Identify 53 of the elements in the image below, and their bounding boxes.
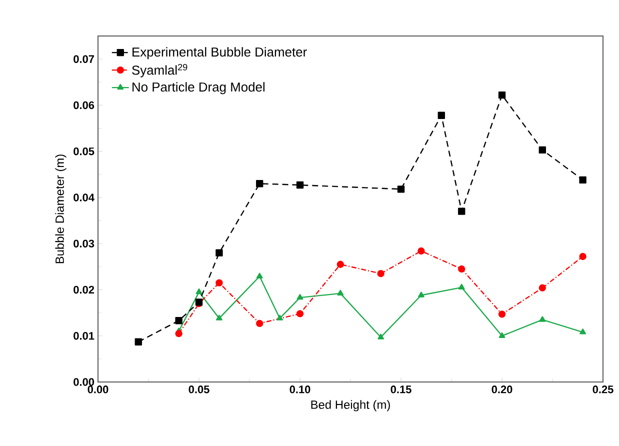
point (579, 176, 586, 184)
y-tick-label: 0.01 (74, 332, 94, 340)
y-tick-label: 0.07 (74, 55, 94, 63)
y-tick-label: 0.04 (74, 194, 94, 202)
point (216, 249, 223, 256)
point (580, 328, 586, 334)
point (256, 272, 263, 278)
point (418, 247, 425, 255)
point (498, 91, 506, 99)
y-tick-label: 0.05 (74, 147, 94, 156)
point (296, 294, 304, 300)
point (216, 279, 223, 286)
point (175, 317, 182, 324)
legend-label: Syamlal$^{29}$ (132, 64, 188, 78)
point (196, 288, 202, 294)
point (175, 330, 182, 338)
point (418, 292, 424, 298)
point (579, 252, 586, 260)
x-tick-label: 0.15 (390, 386, 412, 394)
point (378, 334, 384, 340)
point (256, 180, 264, 188)
point (458, 284, 465, 290)
y-tick-label: 0.06 (74, 101, 94, 110)
y-tick-label: 0.00 (74, 378, 94, 386)
point (438, 112, 445, 119)
point (296, 181, 304, 189)
legend-label: No Particle Drag Model (132, 82, 264, 94)
point (539, 316, 546, 322)
point (498, 332, 506, 338)
point (216, 314, 222, 320)
x-tick-label: 0.00 (88, 386, 108, 394)
point (538, 146, 546, 154)
point (498, 310, 506, 318)
point (296, 310, 304, 318)
x-tick-label: 0.05 (188, 386, 210, 394)
point (458, 265, 466, 273)
point (458, 208, 466, 215)
y-axis-title: Bubble Diameter (m) (55, 154, 66, 264)
legend-label: Experimental Bubble Diameter (132, 47, 307, 60)
x-tick-label: 0.25 (592, 386, 614, 394)
point (336, 260, 344, 268)
y-tick-label: 0.02 (74, 286, 94, 294)
point (276, 314, 283, 320)
point (397, 186, 405, 193)
point (337, 290, 344, 296)
x-axis-title: Bed Height (m) (311, 400, 390, 412)
x-tick-label: 0.20 (492, 386, 512, 394)
y-tick-label: 0.03 (74, 240, 94, 248)
point (134, 338, 142, 346)
point (538, 284, 546, 292)
point (256, 320, 264, 327)
point (377, 270, 384, 278)
x-tick-label: 0.10 (290, 386, 310, 394)
